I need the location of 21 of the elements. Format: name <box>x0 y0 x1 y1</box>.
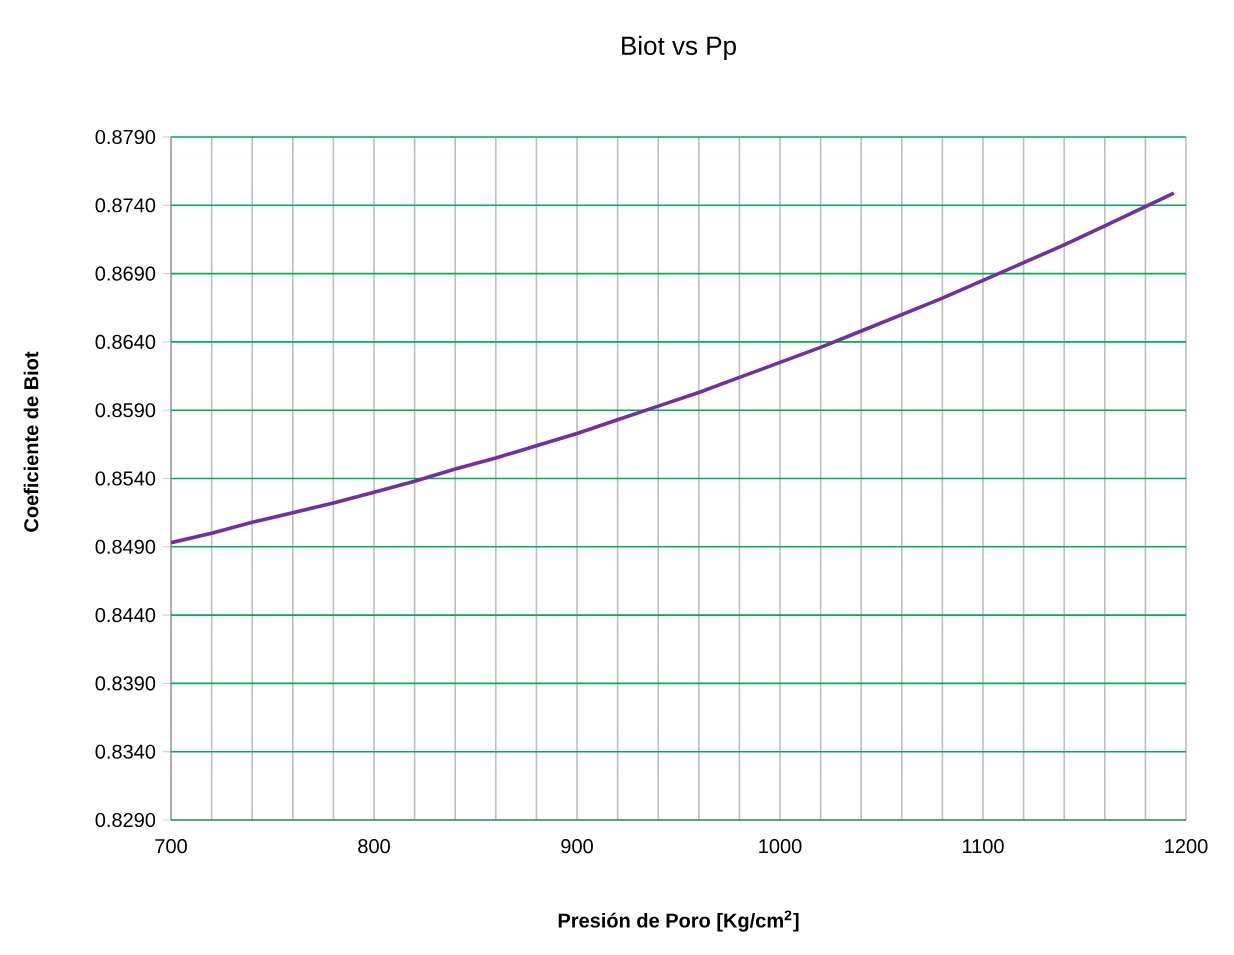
chart-title: Biot vs Pp <box>622 35 736 61</box>
y-tick-label: 0.8690 <box>95 266 156 281</box>
y-tick-label: 0.8340 <box>95 744 156 759</box>
y-tick-label: 0.8490 <box>95 539 156 554</box>
y-axis-title: Coeficiente de Biot <box>23 351 39 532</box>
y-tick-label: 0.8590 <box>95 403 156 418</box>
x-tick-label: 1200 <box>1165 839 1208 854</box>
y-tick-label: 0.8640 <box>95 334 156 349</box>
x-axis-title: Presión de Poro [Kg/cm$^{2}$] <box>558 910 799 932</box>
x-tick-label: 700 <box>155 839 187 854</box>
y-tick-label: 0.8290 <box>95 812 156 828</box>
line-series <box>171 191 1176 545</box>
y-tick-label: 0.8390 <box>95 676 156 691</box>
y-tick-label: 0.8540 <box>95 471 156 486</box>
x-tick-label: 1000 <box>759 839 802 854</box>
y-tick-label: 0.8740 <box>95 198 156 213</box>
y-tick-label: 0.8790 <box>95 129 156 145</box>
y-tick-label: 0.8440 <box>95 608 156 623</box>
x-tick-label: 1100 <box>963 839 1004 854</box>
x-tick-label: 800 <box>358 839 390 854</box>
x-tick-label: 900 <box>561 839 593 854</box>
